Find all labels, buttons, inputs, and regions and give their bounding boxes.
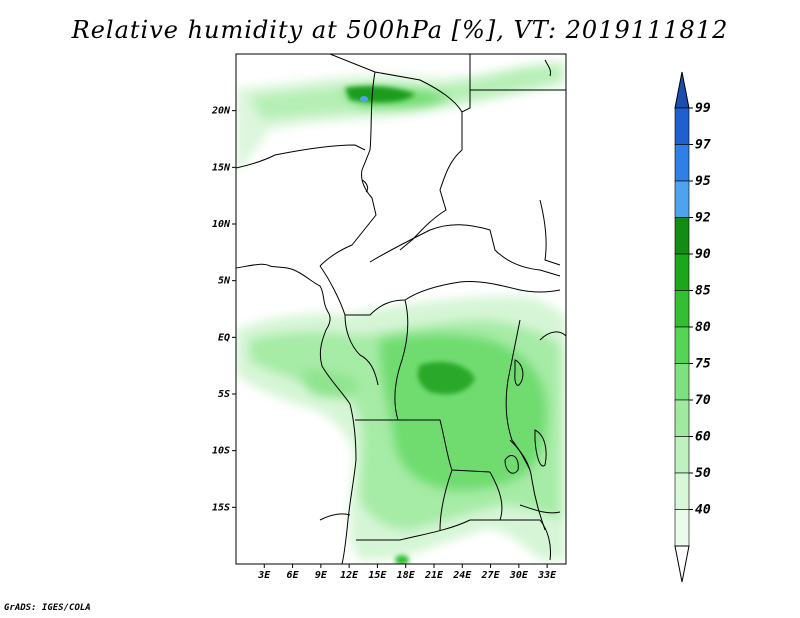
lat-tick-label: EQ: [218, 332, 230, 343]
longitude-axis: 3E 6E 9E 12E 15E 18E 21E 24E 27E 30E 33E: [257, 564, 557, 581]
lat-tick-label: 15S: [212, 502, 230, 513]
colorbar-segment: [674, 290, 690, 328]
colorbar-label: 70: [695, 393, 711, 408]
colorbar-label: 90: [695, 247, 711, 262]
lon-tick-label: 18E: [397, 570, 416, 581]
colorbar-segments: 99 97 95 92 90 85 80 75 70 60 50 40: [674, 71, 711, 583]
lon-tick-label: 9E: [315, 570, 328, 581]
lat-tick-label: 5S: [218, 389, 230, 400]
lon-tick-label: 6E: [287, 570, 300, 581]
colorbar-label: 92: [695, 211, 711, 226]
lat-tick-label: 10N: [212, 219, 231, 230]
colorbar-label: 75: [695, 357, 711, 372]
lon-tick-label: 3E: [257, 570, 271, 581]
lon-tick-label: 12E: [340, 570, 359, 581]
colorbar-label: 50: [695, 466, 711, 481]
lat-tick-label: 5N: [218, 276, 231, 287]
borders: [236, 54, 566, 564]
map-title: Relative humidity at 500hPa [%], VT: 201…: [71, 16, 729, 44]
lat-tick-label: 20N: [211, 106, 231, 117]
colorbar-segment: [674, 436, 690, 474]
colorbar-segment: [674, 180, 690, 218]
colorbar-bottom-arrow: [674, 545, 690, 583]
colorbar-label: 80: [695, 320, 711, 335]
colorbar-top-arrow: [674, 71, 690, 109]
colorbar-segment: [674, 509, 690, 547]
colorbar-segment: [674, 472, 690, 510]
humidity-max-spot: [360, 96, 368, 102]
colorbar-segment: [674, 326, 690, 364]
colorbar-segment: [674, 107, 690, 145]
latitude-axis: 20N 15N 10N 5N EQ 5S 10S 15S: [211, 106, 236, 513]
colorbar-label: 40: [695, 503, 711, 518]
lon-tick-label: 33E: [537, 570, 557, 581]
lon-tick-label: 24E: [452, 570, 472, 581]
colorbar-label: 95: [695, 174, 711, 189]
map-frame: [235, 53, 567, 565]
colorbar-segment: [674, 217, 690, 255]
colorbar-label: 99: [695, 101, 711, 116]
lat-tick-label: 10S: [212, 446, 230, 457]
colorbar-segment: [674, 363, 690, 401]
lat-tick-label: 15N: [212, 162, 231, 173]
lon-tick-label: 21E: [424, 570, 444, 581]
colorbar-label: 85: [695, 284, 711, 299]
lon-tick-label: 27E: [481, 570, 501, 581]
lon-tick-label: 15E: [368, 570, 387, 581]
colorbar-label: 97: [695, 138, 711, 153]
footer-credit: GrADS: IGES/COLA: [4, 603, 91, 613]
colorbar-segment: [674, 399, 690, 437]
colorbar-segment: [674, 253, 690, 291]
colorbar-label: 60: [695, 430, 711, 445]
lon-tick-label: 30E: [509, 570, 529, 581]
colorbar-segment: [674, 144, 690, 182]
humidity-field: [236, 60, 566, 564]
